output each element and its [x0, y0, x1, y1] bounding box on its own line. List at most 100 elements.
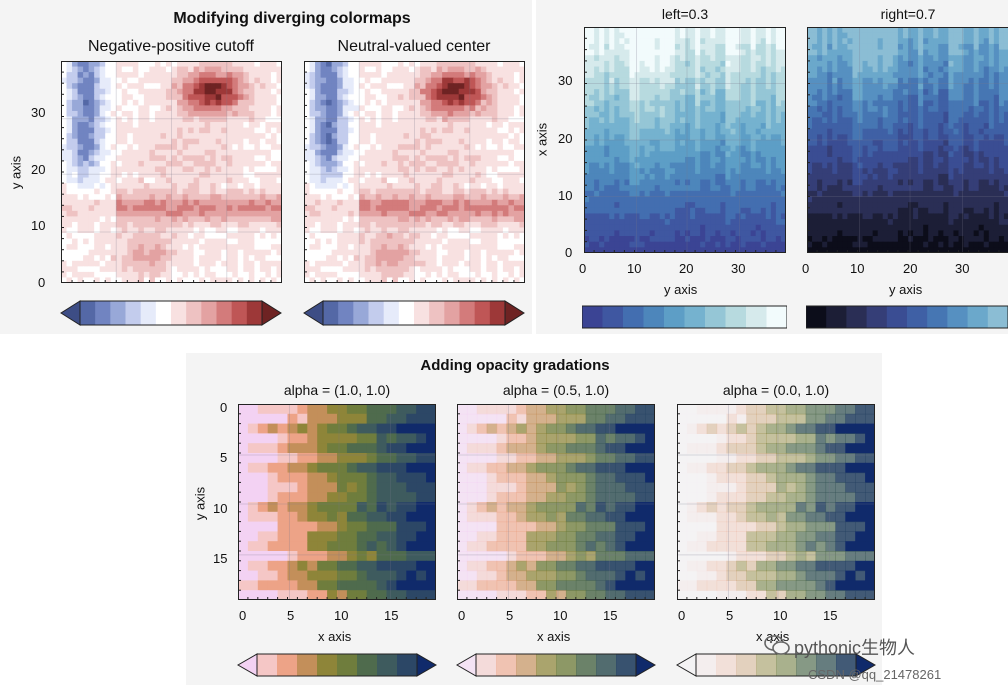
data-cell: [431, 188, 438, 195]
data-cell: [614, 247, 620, 253]
data-cell: [685, 134, 691, 141]
data-cell: [215, 205, 222, 212]
data-cell: [320, 271, 327, 279]
data-cell: [745, 128, 752, 135]
data-cell: [720, 151, 726, 158]
data-cell: [755, 230, 762, 237]
data-cell: [221, 177, 228, 184]
data-cell: [232, 233, 239, 240]
data-cell: [243, 188, 250, 195]
data-cell: [270, 83, 278, 90]
data-cell: [431, 105, 438, 112]
data-cell: [254, 127, 261, 134]
data-cell: [735, 83, 742, 90]
data-cell: [644, 156, 651, 164]
data-cell: [775, 219, 782, 226]
data-cell: [669, 134, 676, 141]
data-cell: [715, 219, 721, 226]
data-cell: [685, 106, 691, 113]
data-cell: [480, 177, 487, 184]
data-cell: [370, 227, 377, 234]
data-cell: [149, 160, 156, 168]
data-cell: [320, 205, 327, 212]
data-cell: [160, 238, 167, 245]
data-cell: [735, 134, 742, 141]
data-cell: [599, 49, 605, 56]
data-cell: [669, 83, 676, 90]
data-cell: [193, 249, 200, 256]
data-cell: [61, 188, 68, 195]
data-cell: [66, 166, 73, 173]
data-cell: [375, 166, 382, 173]
data-cell: [121, 99, 128, 106]
data-cell: [497, 244, 504, 251]
data-cell: [248, 199, 255, 206]
data-cell: [735, 111, 742, 118]
data-cell: [674, 117, 681, 124]
data-cell: [342, 88, 349, 95]
data-cell: [182, 210, 189, 217]
data-cell: [348, 61, 355, 68]
data-cell: [775, 94, 782, 102]
data-cell: [589, 185, 595, 192]
data-cell: [659, 140, 666, 147]
data-cell: [469, 177, 476, 184]
data-cell: [629, 106, 636, 113]
data-cell: [397, 116, 405, 123]
data-cell: [458, 110, 465, 118]
data-cell: [760, 49, 767, 56]
data-cell: [188, 177, 195, 184]
data-cell: [664, 145, 671, 152]
data-cell: [193, 61, 200, 68]
data-cell: [270, 72, 278, 79]
data-cell: [342, 138, 349, 145]
data-cell: [149, 88, 156, 95]
data-cell: [750, 89, 757, 96]
data-cell: [309, 77, 316, 84]
data-cell: [594, 230, 600, 237]
data-cell: [326, 266, 333, 273]
data-cell: [480, 61, 487, 68]
data-cell: [182, 94, 189, 101]
data-cell: [629, 100, 636, 107]
data-cell: [685, 140, 691, 147]
data-cell: [745, 89, 752, 96]
data-cell: [491, 94, 498, 101]
data-cell: [337, 105, 344, 112]
data-cell: [177, 77, 184, 84]
data-cell: [765, 100, 772, 107]
data-cell: [348, 183, 355, 190]
data-cell: [353, 255, 360, 262]
data-cell: [221, 216, 228, 223]
data-cell: [154, 122, 162, 129]
data-cell: [649, 241, 656, 248]
data-cell: [94, 277, 101, 283]
data-cell: [364, 160, 371, 168]
data-cell: [486, 105, 493, 112]
data-cell: [254, 99, 261, 106]
data-cell: [149, 138, 156, 145]
data-cell: [342, 277, 349, 283]
data-cell: [710, 230, 716, 237]
data-cell: [132, 149, 139, 156]
data-cell: [182, 266, 189, 273]
data-cell: [705, 140, 711, 147]
data-cell: [204, 260, 211, 267]
data-cell: [188, 233, 195, 240]
data-cell: [165, 155, 173, 162]
data-cell: [199, 177, 206, 184]
data-cell: [420, 149, 427, 156]
data-cell: [654, 134, 661, 141]
data-cell: [171, 177, 178, 184]
data-cell: [199, 210, 206, 217]
data-cell: [414, 205, 421, 212]
data-cell: [469, 172, 476, 179]
data-cell: [497, 277, 504, 283]
data-cell: [143, 172, 151, 179]
data-cell: [750, 77, 757, 85]
data-cell: [679, 60, 686, 68]
data-cell: [614, 100, 620, 107]
data-cell: [674, 32, 681, 39]
data-cell: [381, 238, 388, 245]
data-cell: [77, 227, 84, 234]
